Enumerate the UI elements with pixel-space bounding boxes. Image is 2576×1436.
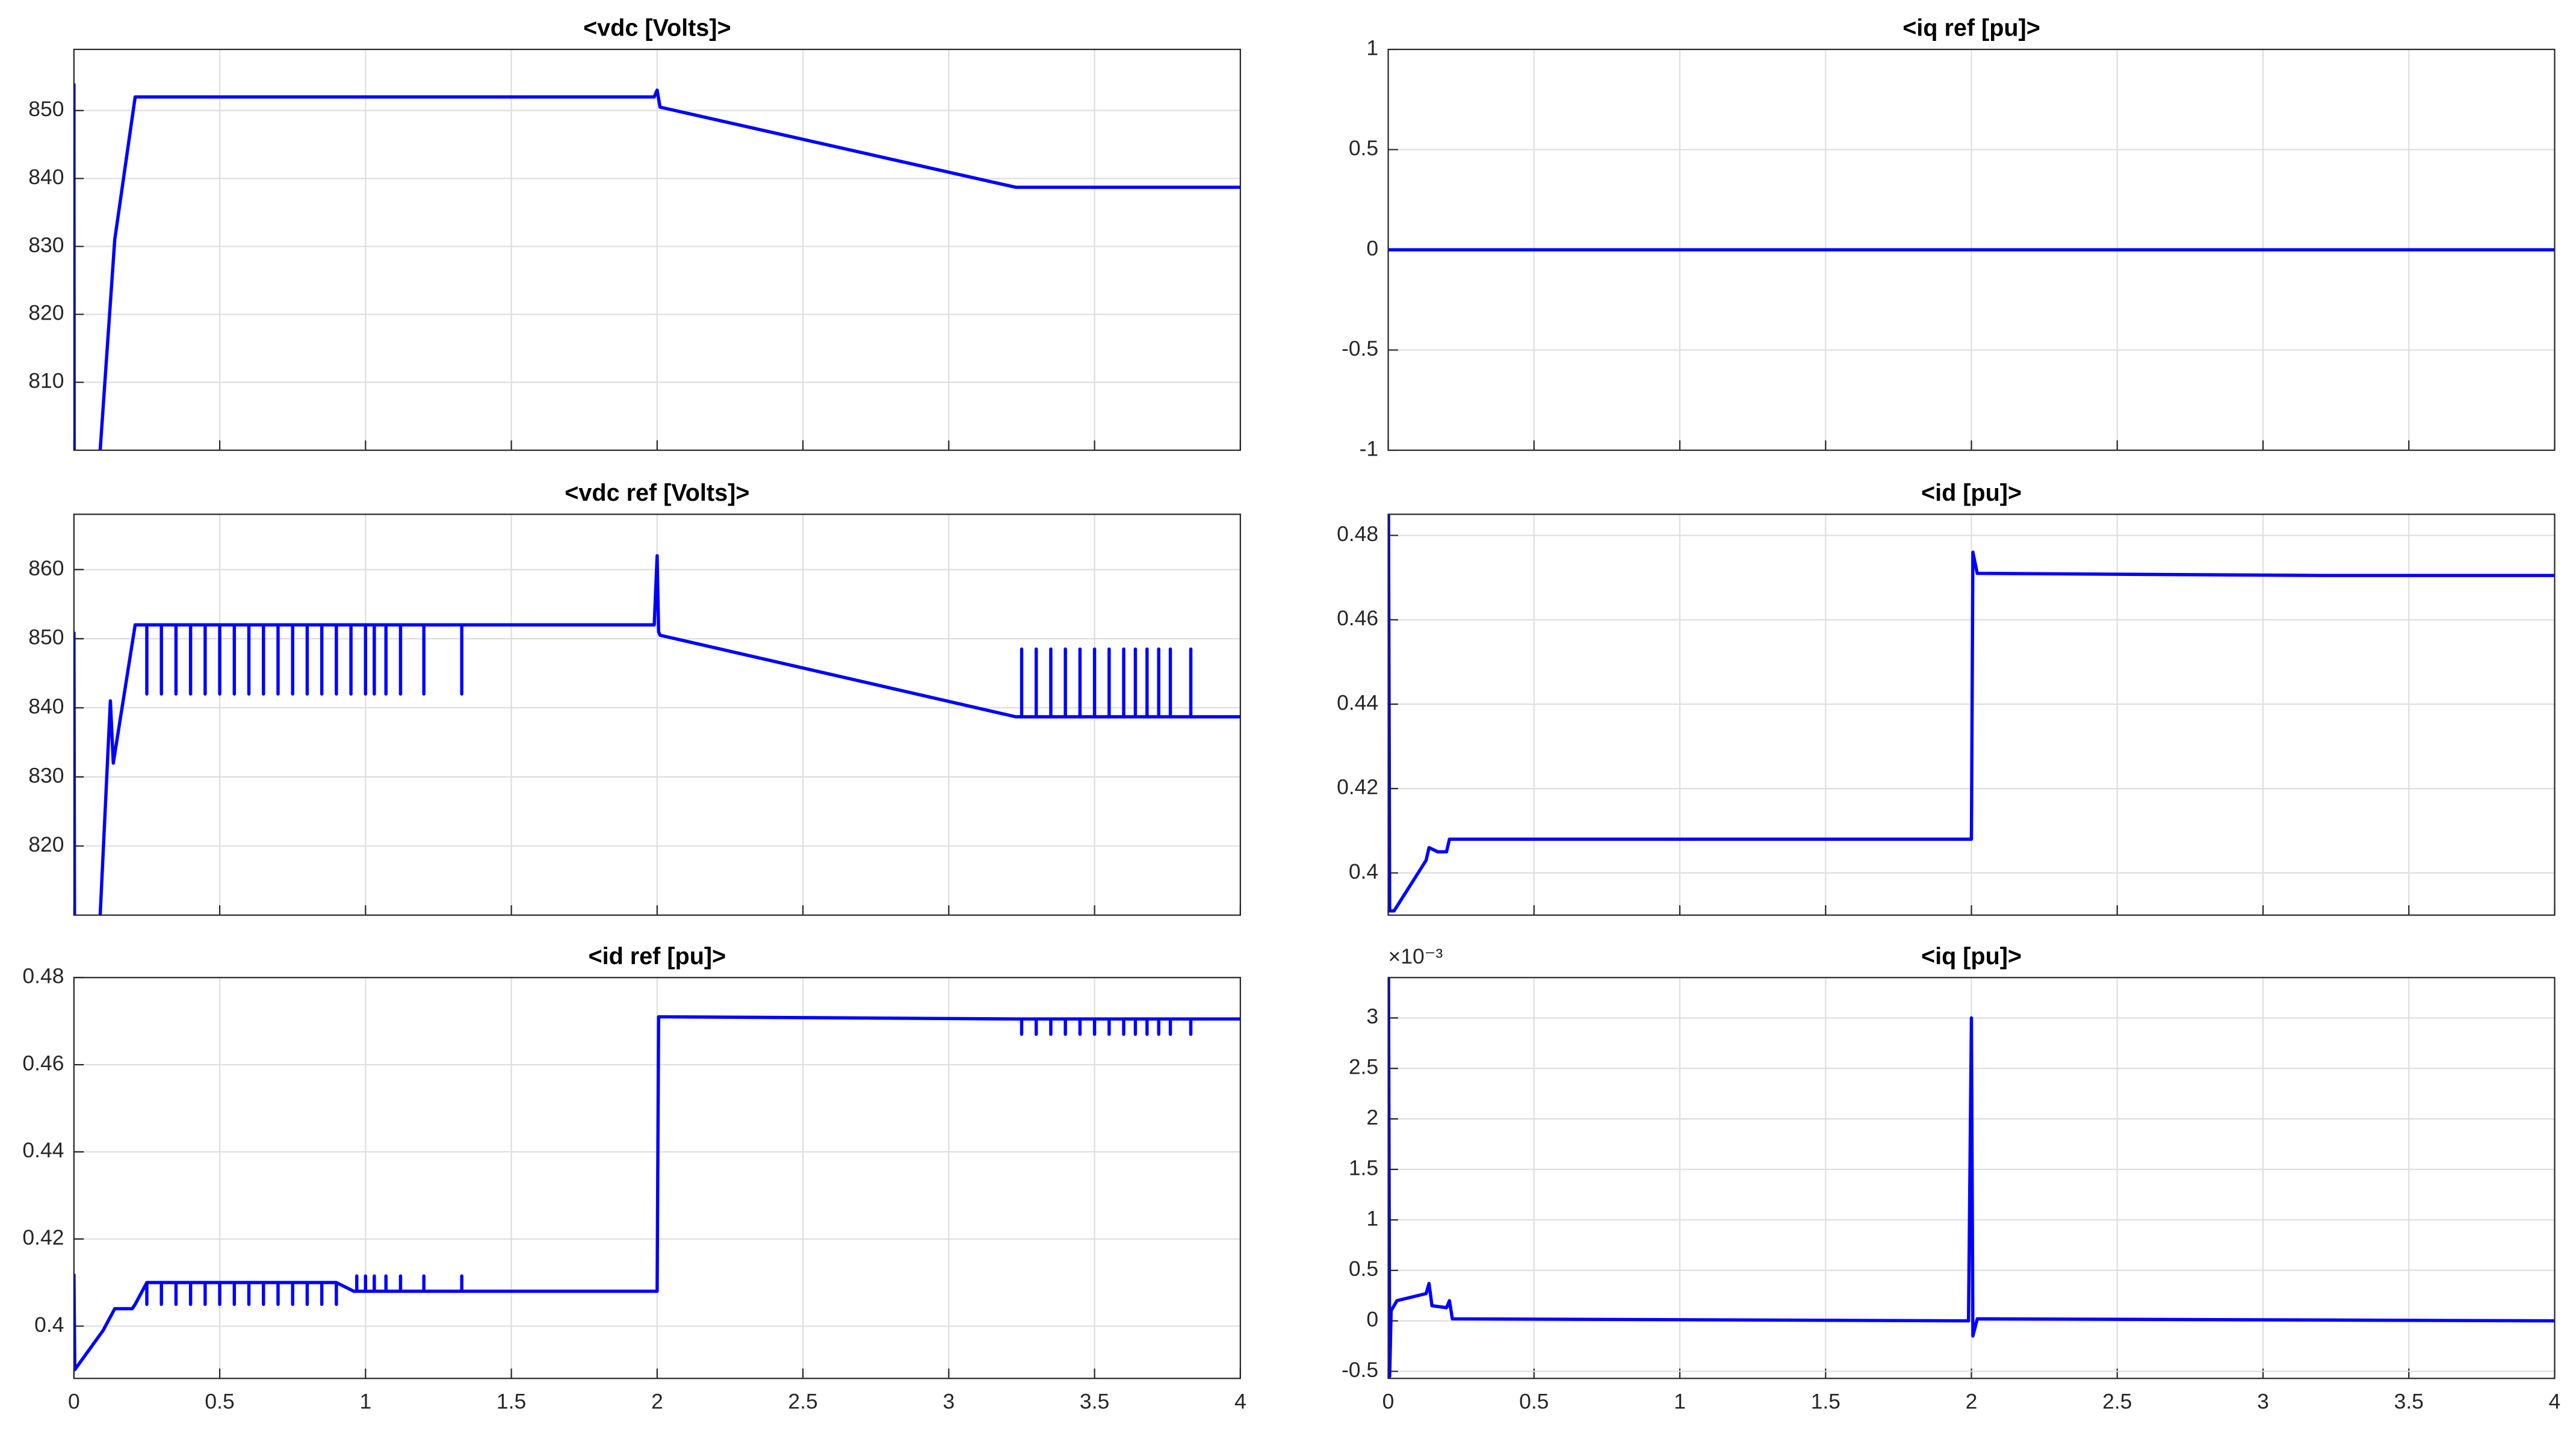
y-tick-label: 2.5 [1349, 1055, 1378, 1079]
x-tick-label: 0 [1382, 1390, 1395, 1414]
y-tick-label: 0.4 [1349, 859, 1378, 884]
x-tick-label: 2.5 [2102, 1390, 2132, 1414]
y-tick-label: 850 [28, 625, 64, 649]
chart-title: <id ref [pu]> [589, 943, 726, 970]
y-multiplier: ×10⁻³ [1389, 944, 1443, 968]
y-tick-label: 0.46 [22, 1051, 64, 1075]
chart-title: <vdc ref [Volts]> [565, 480, 749, 506]
subplot: 0 0.5 1 1.5 2 2.5 3 3.5 4 0.4 0.42 0.44 0.46 0.48 <id … [22, 943, 1246, 1414]
chart-title: <vdc [Volts]> [583, 15, 731, 42]
x-tick-label: 3.5 [2394, 1390, 2424, 1414]
axes-frame [73, 513, 1241, 916]
x-tick-label: 0 [68, 1390, 80, 1414]
axes-frame [1387, 48, 2556, 451]
x-tick-label: 2 [651, 1390, 663, 1414]
y-tick-label: 0.46 [1337, 606, 1378, 630]
y-tick-label: 0 [1366, 1307, 1378, 1331]
y-tick-label: 0.44 [1337, 690, 1378, 714]
x-tick-label: 3.5 [1080, 1390, 1109, 1414]
y-tick-label: 830 [28, 233, 64, 257]
y-tick-label: 840 [28, 694, 64, 718]
y-tick-label: 0.4 [34, 1313, 64, 1337]
y-tick-label: 0.5 [1349, 1257, 1378, 1281]
y-tick-label: 0.5 [1349, 136, 1378, 160]
y-tick-label: -1 [1360, 436, 1379, 460]
y-tick-label: 0 [1366, 236, 1378, 260]
y-tick-label: 2 [1366, 1106, 1378, 1130]
x-tick-label: 1.5 [1811, 1390, 1841, 1414]
data-line [1388, 514, 2555, 913]
y-tick-label: 860 [28, 556, 64, 580]
y-tick-label: 0.48 [1337, 522, 1378, 546]
data-line [1388, 977, 2555, 1378]
subplot: 0.4 0.42 0.44 0.46 0.48 <id [pu]> [1337, 480, 2556, 916]
y-tick-label: 1 [1366, 36, 1378, 60]
subplot: -1 -0.5 0 0.5 1 <iq ref [pu]> [1342, 15, 2556, 460]
y-tick-label: 0.42 [1337, 775, 1378, 799]
data-line [73, 554, 1240, 915]
y-tick-label: 3 [1366, 1004, 1378, 1029]
y-tick-label: 0.42 [22, 1225, 64, 1249]
y-tick-label: 820 [28, 832, 64, 856]
axes-frame [1387, 977, 2556, 1379]
data-line [73, 1015, 1240, 1372]
x-tick-label: 1 [359, 1390, 371, 1414]
subplot: 810 820 830 840 850 <vdc [Volts]> [28, 15, 1241, 451]
x-tick-label: 1 [1674, 1390, 1686, 1414]
chart-title: <id [pu]> [1921, 480, 2022, 506]
y-tick-label: 1 [1366, 1206, 1378, 1230]
x-tick-label: 4 [2549, 1390, 2561, 1414]
axes-frame [73, 977, 1241, 1379]
x-tick-label: 3 [943, 1390, 955, 1414]
y-tick-label: 820 [28, 301, 64, 325]
x-tick-label: 4 [1234, 1390, 1246, 1414]
y-tick-label: -0.5 [1342, 1358, 1378, 1382]
x-tick-label: 0.5 [205, 1390, 234, 1414]
y-tick-label: 0.44 [22, 1138, 64, 1162]
x-tick-label: 2.5 [788, 1390, 817, 1414]
y-tick-label: 810 [28, 369, 64, 393]
y-tick-label: 830 [28, 763, 64, 787]
x-tick-label: 2 [1966, 1390, 1978, 1414]
axes-frame [1387, 513, 2556, 916]
y-tick-label: 1.5 [1349, 1156, 1378, 1180]
x-tick-label: 0.5 [1519, 1390, 1549, 1414]
chart-title: <iq [pu]> [1921, 943, 2022, 970]
y-tick-label: -0.5 [1342, 336, 1378, 361]
y-tick-label: 850 [28, 97, 64, 121]
axes-frame [73, 48, 1241, 451]
data-line [73, 83, 1240, 451]
x-tick-label: 3 [2257, 1390, 2269, 1414]
subplot: 820 830 840 850 860 <vdc ref [Volts]> [28, 480, 1241, 916]
y-tick-label: 0.48 [22, 964, 64, 988]
chart-title: <iq ref [pu]> [1903, 15, 2040, 42]
subplot: 0 0.5 1 1.5 2 2.5 3 3.5 4-0.500.511.522.53<iq [p… [1342, 943, 2560, 1414]
x-tick-label: 1.5 [497, 1390, 526, 1414]
y-tick-label: 840 [28, 165, 64, 189]
